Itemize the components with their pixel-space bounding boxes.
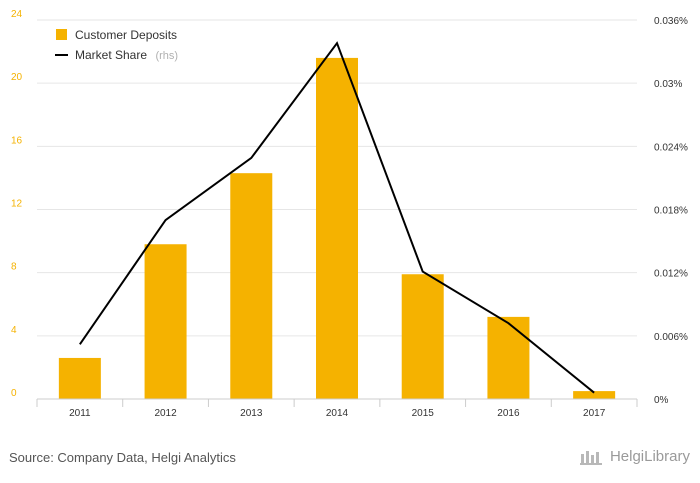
right-tick-label: 0.012% — [654, 269, 688, 280]
left-tick-label: 16 — [11, 135, 23, 146]
x-tick-label: 2017 — [583, 408, 606, 419]
x-axis: 2011 2012 2013 2014 2015 2016 2017 — [36, 398, 638, 419]
x-tick-label: 2014 — [326, 408, 349, 419]
legend-label-market-share-name: Market Share — [75, 48, 147, 62]
bar-2012 — [144, 244, 187, 399]
library-icon — [579, 450, 602, 465]
x-tick-label: 2016 — [497, 408, 520, 419]
x-tick-label: 2013 — [240, 408, 263, 419]
combo-chart: 0 4 8 12 16 20 24 0% 0.006% 0.012% 0.018% 0.024% 0.… — [11, 9, 688, 419]
bar-2013 — [230, 173, 273, 399]
line-series — [79, 41, 595, 394]
left-tick-label: 24 — [11, 9, 23, 20]
left-tick-label: 8 — [11, 262, 17, 273]
x-tick-label: 2011 — [69, 408, 91, 419]
right-axis: 0% 0.006% 0.012% 0.018% 0.024% 0.03% 0.036% — [654, 16, 688, 406]
x-tick-label: 2012 — [154, 408, 177, 419]
right-tick-label: 0.024% — [654, 142, 688, 153]
legend-label-deposits: Customer Deposits — [75, 28, 177, 42]
bar-2014 — [316, 57, 358, 400]
bar-series — [58, 57, 616, 400]
left-tick-label: 0 — [11, 388, 17, 399]
x-tick-label: 2015 — [412, 408, 435, 419]
source-note: Source: Company Data, Helgi Analytics — [9, 450, 236, 465]
left-tick-label: 20 — [11, 72, 23, 83]
right-tick-label: 0.03% — [654, 79, 682, 90]
bar-2016 — [487, 316, 530, 399]
legend-label-market-share-suffix: (rhs) — [155, 50, 178, 62]
right-tick-label: 0.006% — [654, 332, 688, 343]
left-tick-label: 4 — [11, 325, 17, 336]
left-axis: 0 4 8 12 16 20 24 — [11, 9, 23, 399]
bar-2011 — [58, 357, 101, 399]
bar-2015 — [401, 274, 444, 399]
right-tick-label: 0.018% — [654, 206, 688, 217]
brand-logo: HelgiLibrary — [579, 448, 690, 465]
legend: Customer Deposits Market Share (rhs) — [55, 28, 178, 63]
brand-name: HelgiLibrary — [609, 448, 690, 465]
left-tick-label: 12 — [11, 199, 23, 210]
market-share-line — [79, 41, 595, 394]
right-tick-label: 0% — [654, 395, 669, 406]
legend-swatch-deposits — [56, 29, 67, 40]
legend-label-market-share: Market Share (rhs) — [75, 46, 178, 63]
right-tick-label: 0.036% — [654, 16, 688, 27]
bar-2017 — [573, 391, 616, 399]
